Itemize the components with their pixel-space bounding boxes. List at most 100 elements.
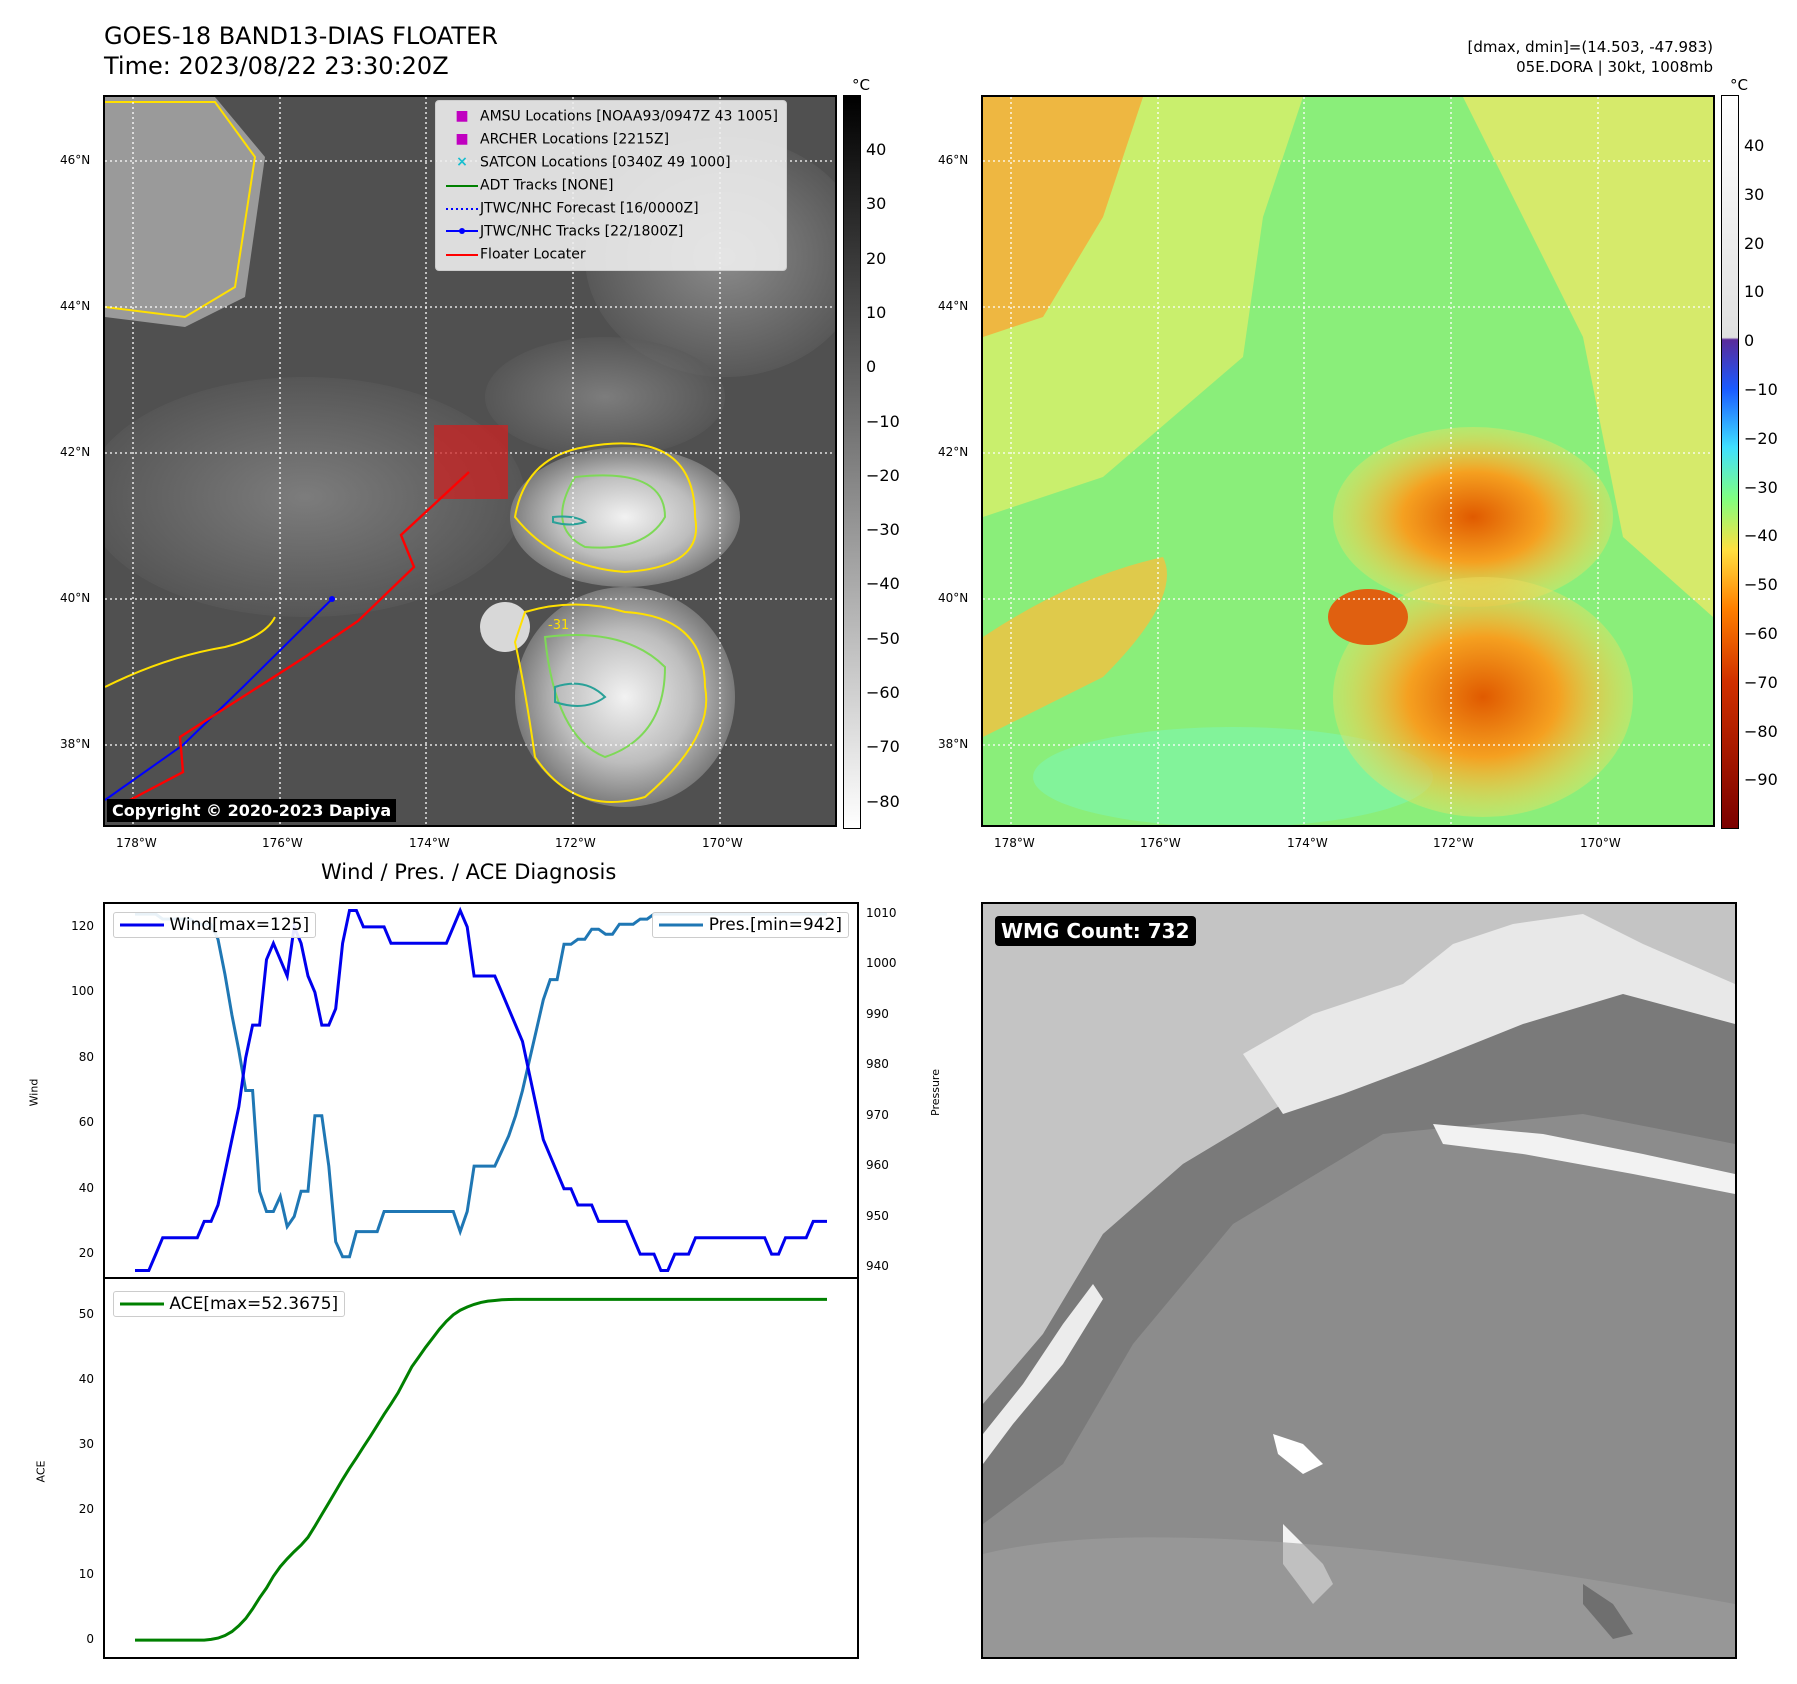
axis-tick-label: −90 <box>1744 770 1778 790</box>
axis-tick-label: −10 <box>1744 380 1778 399</box>
legend-item-floater: Floater Locater <box>444 243 778 266</box>
line-marker-icon <box>444 243 480 266</box>
lon-label: 170°W <box>702 836 743 850</box>
axis-tick-label: −30 <box>1744 477 1778 497</box>
axis-tick-label: 120 <box>71 918 94 933</box>
axis-tick-label: 20 <box>866 248 887 268</box>
wind-legend: Wind[max=125] <box>113 912 317 938</box>
axis-tick-label: 1000 <box>866 956 897 971</box>
ace-legend: ACE[max=52.3675] <box>113 1291 346 1317</box>
axis-tick-label: 30 <box>1744 184 1765 204</box>
wind-series-line <box>135 906 827 1272</box>
map-legend: ■ AMSU Locations [NOAA93/0947Z 43 1005] ■… <box>435 100 788 271</box>
axis-tick-label: −80 <box>1744 721 1778 741</box>
legend-item-forecast: JTWC/NHC Forecast [16/0000Z] <box>444 197 778 220</box>
wmg-image <box>983 904 1735 1657</box>
contour-label: -31 <box>548 618 569 633</box>
x-marker-icon: × <box>456 154 468 170</box>
floater-locater-line <box>129 471 470 802</box>
lon-label: 172°W <box>555 836 596 850</box>
ir-satellite-panel: -31 ■ AMSU Locations [NOAA93/0947Z 43 100… <box>103 95 837 827</box>
square-marker-icon: ■ <box>455 108 469 124</box>
axis-tick-label: −20 <box>866 465 900 485</box>
axis-tick-label: −60 <box>866 683 900 702</box>
ace-plot <box>135 1297 827 1642</box>
axis-tick-label: 40 <box>1744 136 1765 155</box>
axis-tick-label: 980 <box>866 1057 889 1072</box>
lon-label: 174°W <box>409 836 450 850</box>
axis-tick-label: 80 <box>78 1049 94 1064</box>
axis-tick-label: 60 <box>78 1115 94 1130</box>
axis-tick-label: 20 <box>78 1501 94 1516</box>
legend-item-adt: ADT Tracks [NONE] <box>444 174 778 197</box>
axis-tick-label: 940 <box>866 1258 889 1273</box>
axis-tick-label: 40 <box>866 140 887 159</box>
lat-label: 38°N <box>938 737 969 751</box>
lat-label: 44°N <box>938 299 969 313</box>
legend-item-archer: ■ ARCHER Locations [2215Z] <box>444 128 778 151</box>
lon-label: 172°W <box>1433 836 1474 850</box>
axis-tick-label: 10 <box>1744 282 1765 302</box>
wind-axis-label: Wind <box>27 1078 41 1107</box>
enhanced-ir-panel <box>981 95 1715 827</box>
axis-tick-label: −50 <box>866 628 900 648</box>
colorbar-left <box>843 95 861 829</box>
lat-label: 38°N <box>60 737 91 751</box>
axis-tick-label: −70 <box>1744 672 1778 692</box>
square-marker-icon: ■ <box>455 131 469 147</box>
ace-axis-label: ACE <box>34 1460 48 1483</box>
lat-label: 42°N <box>60 445 91 459</box>
axis-tick-label: 40 <box>78 1180 94 1195</box>
ace-chart: ACE[max=52.3675] <box>103 1277 859 1659</box>
pressure-legend: Pres.[min=942] <box>652 912 849 938</box>
wind-pressure-plot <box>135 906 827 1272</box>
title-line2: Time: 2023/08/22 23:30:20Z <box>104 52 449 80</box>
meta-line2: 05E.DORA | 30kt, 1008mb <box>1516 58 1713 76</box>
axis-tick-label: 960 <box>866 1158 889 1173</box>
axis-tick-label: −50 <box>1744 575 1778 595</box>
axis-tick-label: 20 <box>78 1246 94 1261</box>
legend-item-satcon: × SATCON Locations [0340Z 49 1000] <box>444 151 778 174</box>
axis-tick-label: −40 <box>866 574 900 594</box>
axis-tick-label: 40 <box>78 1371 94 1386</box>
axis-tick-label: 10 <box>866 302 887 322</box>
axis-tick-label: 10 <box>78 1567 94 1582</box>
lat-label: 42°N <box>938 445 969 459</box>
lat-label: 46°N <box>60 153 91 167</box>
axis-tick-label: 0 <box>866 357 877 377</box>
axis-tick-label: 950 <box>866 1208 889 1223</box>
lat-label: 44°N <box>60 299 91 313</box>
lon-label: 178°W <box>116 836 157 850</box>
colorbar-right <box>1721 95 1739 829</box>
copyright-badge: Copyright © 2020-2023 Dapiya <box>107 799 397 822</box>
axis-tick-label: 30 <box>78 1436 94 1451</box>
ace-series-line <box>135 1297 827 1642</box>
lon-label: 174°W <box>1287 836 1328 850</box>
pressure-axis-label: Pressure <box>928 1069 942 1116</box>
lat-label: 40°N <box>60 591 91 605</box>
diagnosis-title: Wind / Pres. / ACE Diagnosis <box>321 860 617 884</box>
floater-box <box>434 425 508 499</box>
lon-label: 176°W <box>1140 836 1181 850</box>
lon-label: 176°W <box>262 836 303 850</box>
lat-label: 46°N <box>938 153 969 167</box>
axis-tick-label: 0 <box>1744 331 1755 351</box>
wmg-count-badge: WMG Count: 732 <box>995 916 1196 946</box>
wmg-panel: WMG Count: 732 <box>981 902 1737 1659</box>
enhanced-ir-image <box>983 97 1713 825</box>
axis-tick-label: 100 <box>71 984 94 999</box>
axis-tick-label: −60 <box>1744 624 1778 643</box>
lon-label: 170°W <box>1580 836 1621 850</box>
pressure-series-line <box>135 912 827 1259</box>
axis-tick-label: 990 <box>866 1006 889 1021</box>
line-dot-icon <box>444 220 480 243</box>
lat-label: 40°N <box>938 591 969 605</box>
axis-tick-label: −80 <box>866 791 900 811</box>
axis-tick-label: 30 <box>866 194 887 214</box>
dotted-line-icon <box>444 197 480 220</box>
axis-tick-label: −10 <box>866 411 900 431</box>
legend-item-amsu: ■ AMSU Locations [NOAA93/0947Z 43 1005] <box>444 105 778 128</box>
axis-tick-label: 970 <box>866 1107 889 1122</box>
line-marker-icon <box>444 174 480 197</box>
lon-label: 178°W <box>994 836 1035 850</box>
